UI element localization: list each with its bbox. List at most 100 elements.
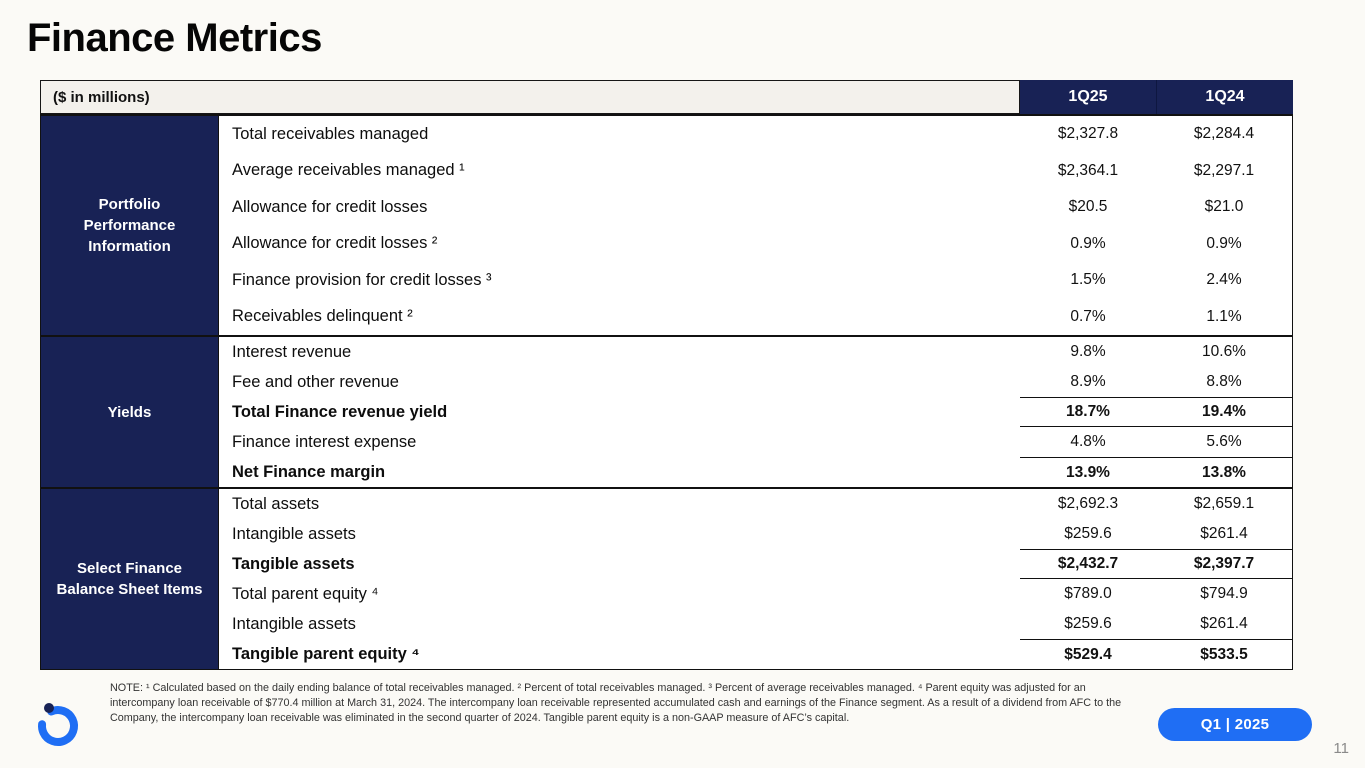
value-1q25: $259.6 (1064, 525, 1112, 542)
table-row: Allowance for credit losses $20.5 $21.0 (219, 189, 1292, 226)
finance-metrics-table: ($ in millions) 1Q25 1Q24 Portfolio Perf… (40, 80, 1293, 670)
value-1q24: 8.8% (1206, 373, 1242, 390)
group-balance-sheet: Select Finance Balance Sheet Items Total… (41, 487, 1292, 669)
group-label: Yields (41, 337, 219, 487)
row-label: Net Finance margin (232, 462, 386, 481)
value-1q24: 19.4% (1202, 403, 1246, 420)
table-row: Average receivables managed ¹ $2,364.1 $… (219, 153, 1292, 190)
value-1q25: 0.9% (1070, 234, 1106, 252)
table-row: Receivables delinquent ² 0.7% 1.1% (219, 299, 1292, 336)
row-label: Total Finance revenue yield (232, 402, 448, 421)
group-label: Select Finance Balance Sheet Items (41, 489, 219, 669)
value-1q25: 8.9% (1070, 373, 1106, 390)
table-row-total: Total Finance revenue yield 18.7% 19.4% (219, 397, 1292, 427)
table-header-row: ($ in millions) 1Q25 1Q24 (40, 80, 1293, 114)
value-1q25: 0.7% (1070, 307, 1106, 325)
company-swirl-logo-icon (34, 700, 82, 748)
value-1q25: $2,692.3 (1057, 495, 1119, 512)
row-label: Tangible parent equity ⁴ (232, 644, 420, 663)
row-values: $259.6 $261.4 (1020, 519, 1292, 549)
value-1q24: $794.9 (1200, 585, 1248, 602)
table-row-total: Net Finance margin 13.9% 13.8% (219, 457, 1292, 487)
value-1q24: $261.4 (1200, 525, 1248, 542)
row-label: Total assets (232, 494, 320, 513)
col-header-1q24: 1Q24 (1156, 80, 1293, 114)
row-label: Fee and other revenue (232, 372, 399, 391)
row-label: Total parent equity ⁴ (232, 584, 379, 603)
table-row: Intangible assets $259.6 $261.4 (219, 519, 1292, 549)
value-1q24: $261.4 (1200, 615, 1248, 632)
table-body: Portfolio Performance Information Total … (40, 114, 1293, 670)
page-title: Finance Metrics (27, 16, 322, 60)
row-values: 1.5% 2.4% (1020, 262, 1292, 299)
table-row: Interest revenue 9.8% 10.6% (219, 337, 1292, 367)
value-1q25: $2,364.1 (1057, 161, 1119, 179)
value-1q24: $2,297.1 (1193, 161, 1255, 179)
value-1q24: 10.6% (1202, 343, 1246, 360)
row-label: Intangible assets (232, 614, 356, 633)
row-label: Receivables delinquent ² (232, 307, 413, 326)
value-1q25: $259.6 (1064, 615, 1112, 632)
row-values: 4.8% 5.6% (1020, 427, 1292, 457)
row-label: Total receivables managed (232, 124, 429, 143)
value-1q24: 2.4% (1206, 271, 1242, 289)
group-label: Portfolio Performance Information (41, 116, 219, 335)
table-row-total: Tangible parent equity ⁴ $529.4 $533.5 (219, 639, 1292, 669)
page-number: 11 (1333, 740, 1349, 757)
value-1q25: 1.5% (1070, 271, 1106, 289)
row-values: 9.8% 10.6% (1020, 337, 1292, 367)
value-1q25: 18.7% (1066, 403, 1110, 420)
value-1q25: 9.8% (1070, 343, 1106, 360)
row-label: Finance interest expense (232, 432, 417, 451)
table-row: Total parent equity ⁴ $789.0 $794.9 (219, 579, 1292, 609)
row-values: $20.5 $21.0 (1020, 189, 1292, 226)
table-row: Finance provision for credit losses ³ 1.… (219, 262, 1292, 299)
group-portfolio-performance: Portfolio Performance Information Total … (41, 116, 1292, 335)
value-1q25: 4.8% (1070, 433, 1106, 450)
row-values: 8.9% 8.8% (1020, 367, 1292, 397)
value-1q25: 13.9% (1066, 463, 1110, 481)
footnote-text: NOTE: ¹ Calculated based on the daily en… (110, 682, 1122, 724)
row-values: 0.7% 1.1% (1020, 299, 1292, 336)
row-label: Finance provision for credit losses ³ (232, 270, 492, 289)
row-values: $2,327.8 $2,284.4 (1020, 116, 1292, 153)
table-row: Total receivables managed $2,327.8 $2,28… (219, 116, 1292, 153)
value-1q24: $2,659.1 (1193, 495, 1255, 512)
row-values: $2,692.3 $2,659.1 (1020, 489, 1292, 519)
row-values: 13.9% 13.8% (1020, 457, 1292, 487)
table-row: Fee and other revenue 8.9% 8.8% (219, 367, 1292, 397)
row-label: Allowance for credit losses ² (232, 234, 438, 253)
table-row: Total assets $2,692.3 $2,659.1 (219, 489, 1292, 519)
value-1q24: 5.6% (1206, 433, 1242, 450)
row-label: Allowance for credit losses (232, 197, 428, 216)
row-label: Intangible assets (232, 524, 356, 543)
value-1q24: 0.9% (1206, 234, 1242, 252)
value-1q25: $789.0 (1064, 585, 1112, 602)
table-row: Intangible assets $259.6 $261.4 (219, 609, 1292, 639)
row-values: 0.9% 0.9% (1020, 226, 1292, 263)
value-1q24: 1.1% (1206, 307, 1242, 325)
value-1q25: $529.4 (1064, 645, 1112, 663)
value-1q24: $533.5 (1200, 645, 1248, 663)
table-row: Allowance for credit losses ² 0.9% 0.9% (219, 226, 1292, 263)
row-values: $259.6 $261.4 (1020, 609, 1292, 639)
value-1q24: $21.0 (1204, 198, 1244, 216)
row-label: Average receivables managed ¹ (232, 161, 465, 180)
value-1q24: $2,284.4 (1193, 125, 1255, 143)
value-1q24: 13.8% (1202, 463, 1246, 481)
quarter-badge: Q1 | 2025 (1158, 708, 1312, 741)
value-1q25: $20.5 (1068, 198, 1108, 216)
unit-label: ($ in millions) (40, 80, 1020, 114)
table-row-total: Tangible assets $2,432.7 $2,397.7 (219, 549, 1292, 579)
col-header-1q25: 1Q25 (1020, 80, 1156, 114)
row-values: 18.7% 19.4% (1020, 397, 1292, 427)
group-yields: Yields Interest revenue 9.8% 10.6% Fee a… (41, 335, 1292, 487)
table-row: Finance interest expense 4.8% 5.6% (219, 427, 1292, 457)
group-rows: Total assets $2,692.3 $2,659.1 Intangibl… (219, 489, 1292, 669)
row-values: $789.0 $794.9 (1020, 579, 1292, 609)
row-label: Tangible assets (232, 554, 355, 573)
value-1q25: $2,432.7 (1057, 555, 1119, 572)
group-rows: Interest revenue 9.8% 10.6% Fee and othe… (219, 337, 1292, 487)
value-1q24: $2,397.7 (1193, 555, 1255, 572)
row-values: $529.4 $533.5 (1020, 639, 1292, 669)
